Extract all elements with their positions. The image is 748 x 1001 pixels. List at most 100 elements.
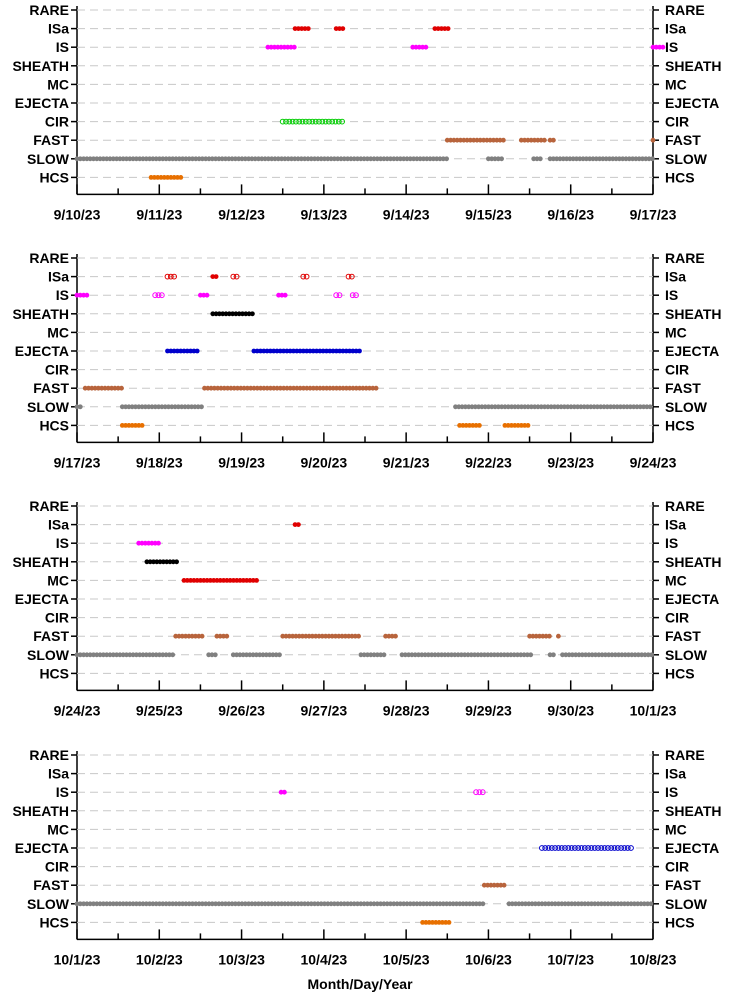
data-point: [456, 404, 462, 410]
data-point: [649, 652, 654, 658]
data-point: [539, 845, 545, 851]
data-point: [277, 652, 282, 658]
y-tick-label-left: EJECTA: [15, 840, 69, 856]
data-point: [481, 137, 486, 143]
data-point: [653, 44, 659, 50]
data-point: [311, 385, 316, 391]
data-point: [285, 901, 291, 907]
data-point: [431, 901, 436, 907]
data-point: [608, 404, 613, 410]
y-tick-label-right: FAST: [665, 877, 701, 893]
data-point: [414, 156, 420, 162]
data-point: [340, 348, 346, 354]
data-point: [287, 348, 293, 354]
data-point: [289, 118, 296, 125]
data-point: [251, 348, 257, 354]
data-point: [190, 156, 195, 162]
data-point: [367, 385, 372, 391]
data-point: [143, 901, 149, 907]
data-point: [431, 156, 436, 162]
data-point: [470, 901, 476, 907]
data-point: [401, 901, 407, 907]
data-point: [518, 652, 524, 658]
data-point: [347, 385, 353, 391]
data-point: [196, 633, 202, 639]
data-point: [484, 137, 490, 143]
data-point: [261, 348, 267, 354]
data-point: [575, 404, 580, 410]
data-point: [347, 348, 352, 354]
data-point: [388, 901, 393, 907]
data-point: [243, 311, 249, 317]
data-point: [329, 118, 336, 125]
y-tick-label-left: SLOW: [27, 399, 70, 415]
data-point: [203, 156, 209, 162]
data-point: [462, 652, 468, 658]
y-tick-label-left: CIR: [45, 610, 69, 626]
data-point: [74, 404, 80, 410]
data-point: [473, 789, 480, 796]
data-point: [472, 404, 478, 410]
data-point: [250, 652, 256, 658]
data-point: [124, 652, 129, 658]
data-point: [183, 633, 189, 639]
x-tick-label: 9/30/23: [547, 702, 594, 718]
data-point: [535, 404, 541, 410]
data-point: [599, 652, 605, 658]
data-point: [628, 404, 633, 410]
data-point: [547, 633, 552, 639]
data-point: [319, 633, 325, 639]
data-point: [432, 26, 438, 31]
x-tick-label: 10/1/23: [54, 951, 101, 967]
data-point: [164, 273, 171, 280]
data-point: [608, 845, 615, 851]
data-point: [570, 652, 575, 658]
data-point: [537, 633, 542, 639]
data-point: [599, 901, 604, 907]
data-point: [170, 559, 176, 565]
data-point: [282, 156, 288, 162]
data-point: [482, 652, 487, 658]
data-point: [190, 901, 195, 907]
data-point: [618, 404, 623, 410]
data-point: [353, 385, 359, 391]
data-point: [555, 404, 561, 410]
data-point: [290, 633, 295, 639]
data-point: [394, 156, 400, 162]
data-point: [619, 652, 625, 658]
y-tick-label-left: SHEATH: [12, 306, 69, 322]
data-point: [343, 348, 349, 354]
data-point: [381, 901, 387, 907]
data-point: [371, 901, 377, 907]
data-point: [647, 404, 653, 410]
data-point: [497, 137, 503, 143]
data-point: [152, 175, 157, 180]
y-tick-label-left: SHEATH: [12, 803, 69, 819]
data-point: [167, 559, 173, 565]
data-point: [326, 633, 332, 639]
data-point: [114, 156, 119, 162]
y-tick-label-left: IS: [56, 784, 69, 800]
data-point: [300, 633, 305, 639]
data-point: [291, 348, 296, 354]
data-point: [280, 633, 286, 639]
data-point: [473, 901, 479, 907]
data-point: [272, 901, 278, 907]
data-point: [575, 901, 581, 907]
data-point: [257, 652, 263, 658]
data-point: [204, 578, 210, 583]
data-point: [345, 156, 350, 162]
data-point: [291, 385, 296, 391]
data-point: [583, 652, 588, 658]
data-point: [143, 652, 149, 658]
x-tick-label: 9/19/23: [218, 454, 265, 470]
data-point: [509, 404, 514, 410]
data-point: [560, 652, 565, 658]
data-point: [107, 652, 113, 658]
data-point: [274, 348, 280, 354]
data-point: [589, 652, 595, 658]
data-point: [318, 156, 324, 162]
data-point: [278, 789, 284, 795]
x-tick-label: 10/3/23: [218, 951, 265, 967]
y-tick-label-left: RARE: [29, 498, 69, 514]
